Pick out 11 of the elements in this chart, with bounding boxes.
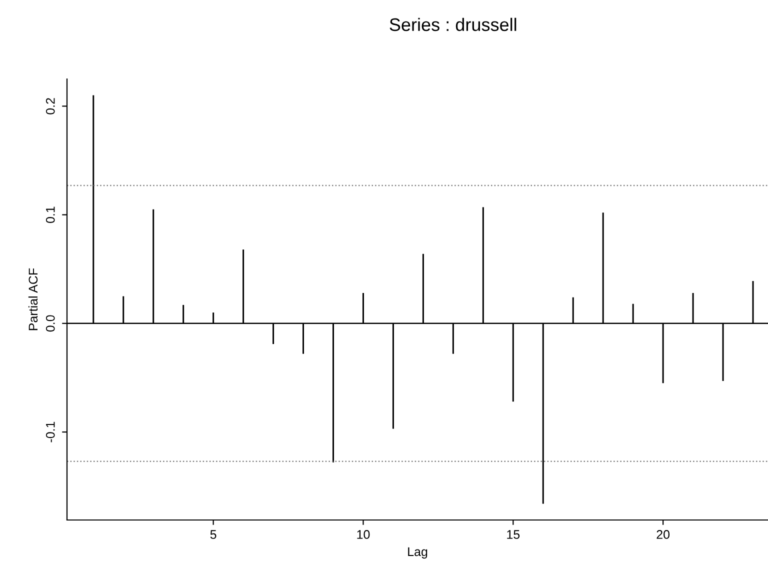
chart-title: Series : drussell: [390, 18, 516, 32]
x-tick-label: 20: [656, 530, 670, 539]
y-tick-label: 0.2: [46, 98, 55, 114]
y-tick-label: -0.1: [46, 422, 55, 442]
y-axis-title: Partial ACF: [28, 268, 38, 330]
x-tick-label: 15: [507, 530, 520, 539]
y-tick-label: 0.1: [46, 206, 55, 223]
x-tick-label: 10: [357, 530, 370, 539]
x-axis-title: Lag: [408, 547, 428, 559]
y-tick-label: 0.0: [46, 315, 55, 332]
x-tick-label: 5: [210, 530, 216, 539]
